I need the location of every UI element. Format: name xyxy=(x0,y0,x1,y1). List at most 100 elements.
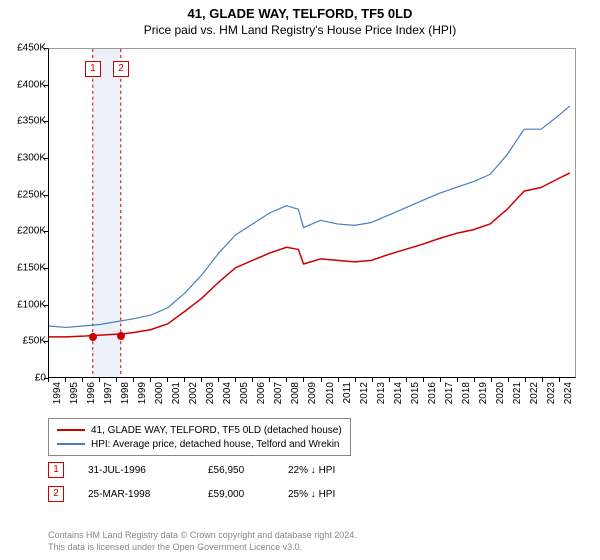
x-tick-label: 1996 xyxy=(86,382,97,412)
sale-record-index: 2 xyxy=(48,486,64,502)
x-tick-label: 2003 xyxy=(205,382,216,412)
y-tick-label: £350K xyxy=(2,116,46,127)
x-tick-mark xyxy=(286,378,287,382)
y-tick-label: £0 xyxy=(2,373,46,384)
x-tick-label: 2007 xyxy=(273,382,284,412)
legend-label: HPI: Average price, detached house, Telf… xyxy=(91,439,340,450)
x-tick-mark xyxy=(133,378,134,382)
x-tick-mark xyxy=(457,378,458,382)
chart-container: 41, GLADE WAY, TELFORD, TF5 0LD Price pa… xyxy=(0,0,600,560)
sale-record-date: 25-MAR-1998 xyxy=(88,489,208,500)
line-layer xyxy=(49,49,575,377)
x-tick-label: 2015 xyxy=(410,382,421,412)
x-tick-label: 1999 xyxy=(137,382,148,412)
y-tick-label: £50K xyxy=(2,336,46,347)
x-tick-label: 2004 xyxy=(222,382,233,412)
sale-record-index: 1 xyxy=(48,462,64,478)
x-tick-label: 1998 xyxy=(120,382,131,412)
x-tick-label: 2024 xyxy=(563,382,574,412)
x-tick-label: 2021 xyxy=(512,382,523,412)
legend-item: 41, GLADE WAY, TELFORD, TF5 0LD (detache… xyxy=(57,423,342,437)
x-tick-mark xyxy=(321,378,322,382)
x-tick-mark xyxy=(116,378,117,382)
y-tick-label: £450K xyxy=(2,43,46,54)
hpi-line xyxy=(49,106,570,328)
x-tick-label: 2001 xyxy=(171,382,182,412)
x-tick-mark xyxy=(508,378,509,382)
x-tick-mark xyxy=(525,378,526,382)
x-tick-mark xyxy=(269,378,270,382)
x-tick-label: 1997 xyxy=(103,382,114,412)
x-tick-mark xyxy=(389,378,390,382)
plot-area: 12 xyxy=(48,48,576,378)
legend-label: 41, GLADE WAY, TELFORD, TF5 0LD (detache… xyxy=(91,425,342,436)
x-tick-mark xyxy=(65,378,66,382)
x-tick-label: 2000 xyxy=(154,382,165,412)
y-tick-label: £200K xyxy=(2,226,46,237)
x-tick-mark xyxy=(559,378,560,382)
sale-record-row: 2 25-MAR-1998£59,00025% ↓ HPI xyxy=(48,486,378,502)
price-paid-line xyxy=(49,173,570,337)
footnote-licence: This data is licensed under the Open Gov… xyxy=(48,542,302,552)
sale-record-row: 1 31-JUL-1996£56,95022% ↓ HPI xyxy=(48,462,378,478)
sale-marker-dot xyxy=(117,332,125,340)
legend: 41, GLADE WAY, TELFORD, TF5 0LD (detache… xyxy=(48,418,351,456)
x-tick-mark xyxy=(167,378,168,382)
y-tick-label: £400K xyxy=(2,79,46,90)
x-tick-label: 2012 xyxy=(359,382,370,412)
sale-marker-label: 2 xyxy=(113,61,129,77)
x-tick-label: 2022 xyxy=(529,382,540,412)
x-tick-label: 2016 xyxy=(427,382,438,412)
x-tick-mark xyxy=(372,378,373,382)
y-tick-label: £250K xyxy=(2,189,46,200)
sale-record-date: 31-JUL-1996 xyxy=(88,465,208,476)
x-tick-label: 2019 xyxy=(478,382,489,412)
sale-record-price: £59,000 xyxy=(208,489,288,500)
x-tick-label: 2011 xyxy=(342,382,353,412)
x-tick-mark xyxy=(423,378,424,382)
x-tick-label: 2020 xyxy=(495,382,506,412)
x-tick-mark xyxy=(99,378,100,382)
x-tick-label: 2023 xyxy=(546,382,557,412)
x-tick-mark xyxy=(542,378,543,382)
x-tick-label: 2010 xyxy=(325,382,336,412)
x-tick-mark xyxy=(235,378,236,382)
sale-record-vs-hpi: 25% ↓ HPI xyxy=(288,489,378,500)
sale-record-vs-hpi: 22% ↓ HPI xyxy=(288,465,378,476)
x-tick-mark xyxy=(355,378,356,382)
x-tick-label: 2013 xyxy=(376,382,387,412)
x-tick-label: 1994 xyxy=(52,382,63,412)
y-tick-label: £150K xyxy=(2,263,46,274)
sale-marker-dot xyxy=(89,333,97,341)
x-tick-mark xyxy=(48,378,49,382)
y-tick-label: £300K xyxy=(2,153,46,164)
x-tick-label: 2006 xyxy=(256,382,267,412)
x-tick-label: 2002 xyxy=(188,382,199,412)
x-tick-mark xyxy=(218,378,219,382)
x-tick-label: 2009 xyxy=(307,382,318,412)
sale-record-price: £56,950 xyxy=(208,465,288,476)
x-tick-mark xyxy=(82,378,83,382)
x-tick-mark xyxy=(150,378,151,382)
x-tick-mark xyxy=(252,378,253,382)
x-tick-mark xyxy=(440,378,441,382)
x-tick-label: 2005 xyxy=(239,382,250,412)
x-tick-mark xyxy=(201,378,202,382)
sale-marker-label: 1 xyxy=(85,61,101,77)
x-tick-mark xyxy=(184,378,185,382)
y-tick-label: £100K xyxy=(2,299,46,310)
x-tick-mark xyxy=(406,378,407,382)
x-tick-label: 2014 xyxy=(393,382,404,412)
x-tick-label: 1995 xyxy=(69,382,80,412)
footnote-copyright: Contains HM Land Registry data © Crown c… xyxy=(48,530,357,540)
x-tick-label: 2017 xyxy=(444,382,455,412)
x-tick-mark xyxy=(303,378,304,382)
x-tick-label: 2008 xyxy=(290,382,301,412)
legend-swatch xyxy=(57,429,85,431)
title-main: 41, GLADE WAY, TELFORD, TF5 0LD xyxy=(0,0,600,21)
legend-item: HPI: Average price, detached house, Telf… xyxy=(57,437,342,451)
legend-swatch xyxy=(57,443,85,445)
x-tick-mark xyxy=(491,378,492,382)
title-sub: Price paid vs. HM Land Registry's House … xyxy=(0,21,600,41)
x-tick-mark xyxy=(474,378,475,382)
